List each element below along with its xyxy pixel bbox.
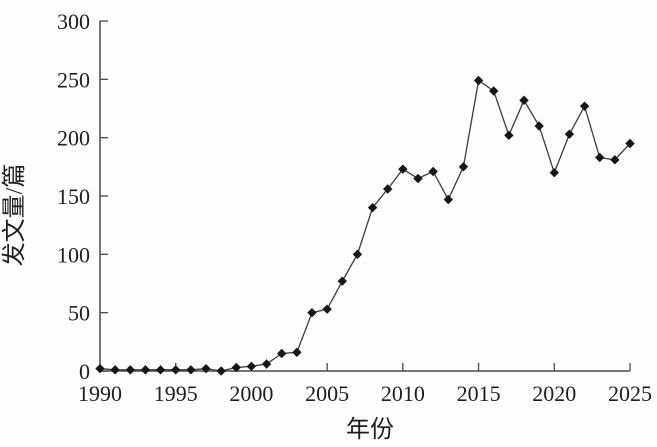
data-point-1998 [216,366,226,376]
data-point-1997 [201,363,211,374]
data-point-1992 [125,365,135,375]
data-point-2014 [458,162,469,172]
x-axis-title: 年份 [346,416,394,443]
data-point-2010 [398,164,408,174]
x-tick-label-2020: 2020 [532,381,576,406]
data-point-2022 [579,101,590,111]
data-line [99,79,631,372]
data-point-2021 [564,129,575,139]
data-point-2023 [595,152,605,163]
data-point-2025 [625,138,635,149]
data-point-2002 [277,348,287,359]
data-point-2024 [610,155,620,165]
y-axis-title: 发文量/篇 [1,164,28,267]
y-tick-label-0: 0 [79,359,90,384]
data-point-1995 [171,365,181,375]
x-tick-label-2000: 2000 [229,381,273,406]
x-tick-label-2015: 2015 [457,381,501,406]
data-point-2013 [443,194,453,205]
data-point-2004 [307,307,317,318]
data-point-2009 [383,184,393,194]
y-tick-label-100: 100 [57,242,90,267]
data-point-2006 [337,276,347,286]
data-point-2000 [246,361,257,372]
data-point-2001 [261,359,272,369]
data-point-2018 [519,95,529,106]
x-tick-label-1990: 1990 [78,381,122,406]
data-point-2020 [549,167,559,178]
data-point-2017 [504,130,514,141]
y-tick-label-300: 300 [57,9,90,34]
y-tick-label-250: 250 [57,67,90,92]
data-point-2015 [473,75,484,86]
data-point-1999 [231,362,241,373]
data-point-1993 [140,365,151,375]
x-tick-label-2010: 2010 [381,381,425,406]
data-point-2012 [428,166,438,177]
data-point-1991 [110,365,120,375]
data-point-2011 [413,173,423,184]
data-point-2008 [367,202,378,213]
x-tick-label-2025: 2025 [608,381,652,406]
data-point-1994 [155,365,166,375]
x-tick-label-1995: 1995 [154,381,198,406]
x-tick-label-2005: 2005 [305,381,349,406]
data-point-2003 [292,347,302,358]
data-point-2019 [534,121,544,131]
data-point-1996 [186,365,196,375]
y-tick-label-150: 150 [57,184,90,209]
data-point-2016 [489,86,499,96]
data-point-2007 [352,249,363,260]
data-point-1990 [95,363,105,374]
y-tick-label-200: 200 [57,126,90,151]
data-point-2005 [322,304,332,314]
y-tick-label-50: 50 [68,301,90,326]
